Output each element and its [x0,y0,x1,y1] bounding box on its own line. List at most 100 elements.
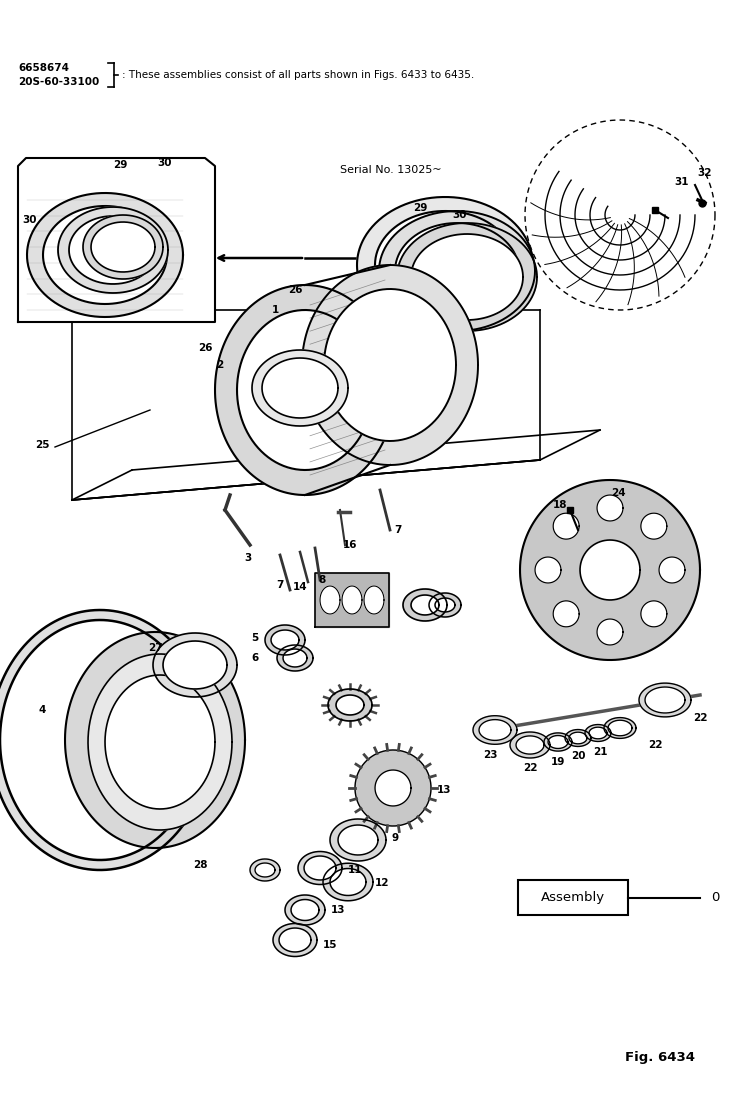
Text: 18: 18 [553,500,567,510]
Text: 30: 30 [22,215,37,225]
Text: 25: 25 [34,440,49,450]
Polygon shape [355,750,431,826]
Polygon shape [645,687,685,713]
Text: 24: 24 [610,488,625,498]
Polygon shape [0,620,200,860]
Polygon shape [479,720,511,740]
Polygon shape [153,633,237,697]
Polygon shape [69,216,157,284]
Polygon shape [304,856,336,880]
Text: 20: 20 [571,751,585,761]
Polygon shape [375,211,515,319]
Bar [518,880,628,915]
Text: 26: 26 [288,285,303,295]
Polygon shape [58,207,168,293]
Polygon shape [336,695,364,715]
Polygon shape [320,586,340,614]
Text: 15: 15 [323,940,337,950]
Text: 9: 9 [392,833,398,842]
Polygon shape [271,630,299,651]
Polygon shape [302,265,478,465]
Polygon shape [252,350,348,426]
Polygon shape [18,158,215,323]
Polygon shape [535,557,561,583]
Polygon shape [580,540,640,600]
Text: 2: 2 [216,360,224,370]
Text: 27: 27 [148,643,163,653]
Polygon shape [375,770,411,806]
Polygon shape [589,727,607,739]
Polygon shape [330,869,366,895]
Polygon shape [520,480,700,660]
Polygon shape [262,358,338,418]
Polygon shape [255,863,275,877]
Text: 20S-60-33100: 20S-60-33100 [18,77,100,87]
Polygon shape [659,557,685,583]
Polygon shape [585,724,611,742]
Polygon shape [279,928,311,952]
Text: 32: 32 [698,168,712,178]
Text: 22: 22 [523,764,537,773]
Polygon shape [411,234,523,320]
Polygon shape [395,223,519,319]
Polygon shape [88,654,232,830]
Text: 13: 13 [331,905,345,915]
Text: 21: 21 [592,747,607,757]
Text: 7: 7 [276,580,284,590]
Polygon shape [554,601,579,626]
Polygon shape [273,924,317,957]
Polygon shape [639,683,691,717]
Polygon shape [411,595,439,615]
Polygon shape [338,825,378,855]
Polygon shape [641,601,667,626]
Text: 13: 13 [437,785,451,795]
Text: 30: 30 [158,158,172,168]
Polygon shape [641,513,667,539]
Polygon shape [569,732,587,744]
Polygon shape [565,730,591,746]
Text: 8: 8 [318,575,326,585]
Text: 11: 11 [348,866,363,875]
Polygon shape [597,495,623,521]
Polygon shape [357,197,533,333]
Polygon shape [510,732,550,758]
Text: Assembly: Assembly [541,891,605,904]
Polygon shape [215,285,395,495]
Polygon shape [597,619,623,645]
Polygon shape [429,593,461,617]
Text: 23: 23 [483,750,497,760]
Text: 29: 29 [113,160,127,170]
Polygon shape [544,733,572,751]
Polygon shape [330,819,386,861]
Text: 12: 12 [374,878,389,887]
Polygon shape [379,211,535,331]
Text: 30: 30 [452,210,467,220]
Polygon shape [324,289,456,441]
Polygon shape [265,625,305,655]
Polygon shape [364,586,384,614]
Polygon shape [91,222,155,272]
Text: 7: 7 [394,525,401,535]
Polygon shape [277,645,313,671]
Polygon shape [43,206,167,304]
Text: Fig. 6434: Fig. 6434 [625,1052,695,1064]
Text: 31: 31 [675,177,689,186]
Polygon shape [83,215,163,279]
Polygon shape [237,310,373,470]
Text: 14: 14 [293,583,307,592]
Text: 19: 19 [551,757,565,767]
Polygon shape [516,736,544,754]
Polygon shape [291,900,319,920]
Polygon shape [342,586,362,614]
Text: 4: 4 [38,705,46,715]
Polygon shape [323,863,373,901]
Polygon shape [328,689,372,721]
Text: 29: 29 [413,203,427,213]
Polygon shape [435,598,455,612]
Text: 28: 28 [192,860,207,870]
Text: 5: 5 [252,633,258,643]
Text: Serial No. 13025~: Serial No. 13025~ [340,165,442,176]
Polygon shape [65,632,245,848]
Text: 1: 1 [271,305,279,315]
Text: 0: 0 [711,891,719,904]
